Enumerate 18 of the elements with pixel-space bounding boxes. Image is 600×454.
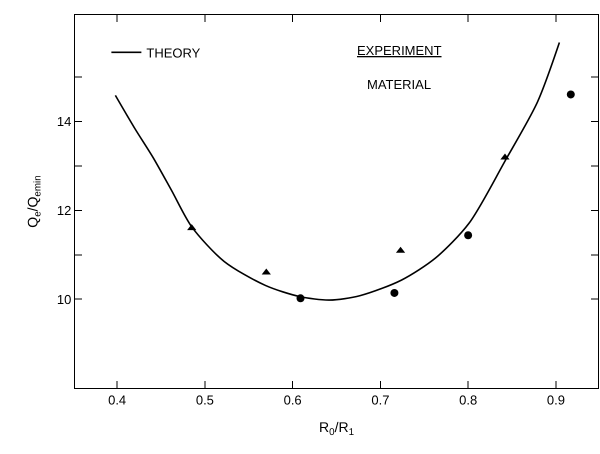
line-series bbox=[114, 42, 560, 301]
x-tick-label: 0.8 bbox=[459, 392, 478, 408]
x-tick-label: 0.7 bbox=[371, 392, 390, 408]
annotation: MATERIAL bbox=[367, 77, 432, 92]
legend-label: THEORY bbox=[146, 45, 201, 60]
point bbox=[566, 90, 575, 98]
y-tick-label: 14 bbox=[56, 114, 72, 130]
point bbox=[390, 288, 398, 297]
y-tick-label: 10 bbox=[56, 292, 72, 307]
x-tick-label: 0.4 bbox=[108, 392, 126, 408]
y-tick-label: 12 bbox=[56, 202, 72, 218]
x-tick-label: 0.5 bbox=[196, 392, 214, 408]
point bbox=[296, 294, 305, 302]
annotation: EXPERIMENT bbox=[357, 43, 442, 58]
x-tick-label: 0.9 bbox=[546, 392, 565, 408]
x-tick-label: 0.6 bbox=[284, 392, 302, 408]
point bbox=[464, 231, 472, 240]
x-axis-title: R$_{0}$/R$_{1}$ bbox=[318, 418, 354, 438]
